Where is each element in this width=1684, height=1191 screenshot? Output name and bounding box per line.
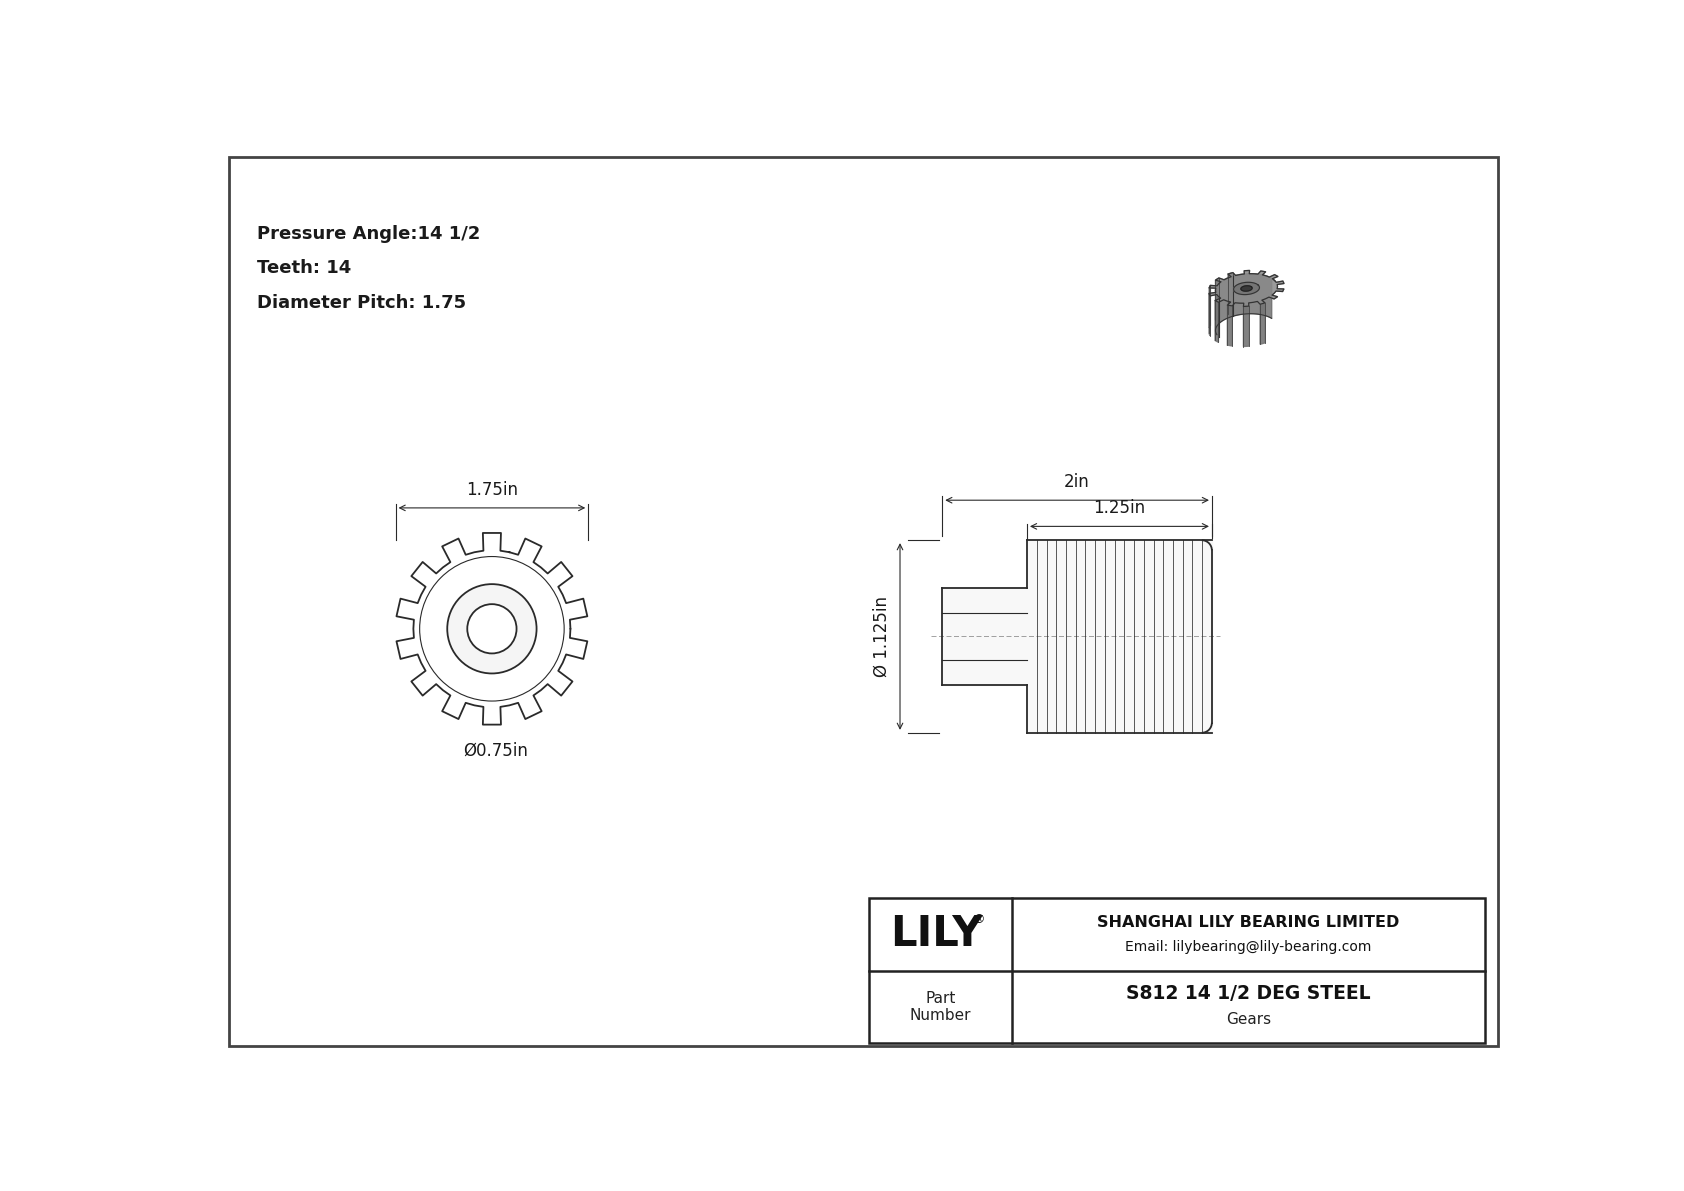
Polygon shape (1216, 300, 1219, 342)
Circle shape (466, 604, 517, 654)
Polygon shape (1216, 274, 1271, 335)
Polygon shape (1260, 303, 1265, 344)
Text: Email: lilybearing@lily-bearing.com: Email: lilybearing@lily-bearing.com (1125, 940, 1372, 954)
Polygon shape (1228, 305, 1233, 345)
Text: Diameter Pitch: 1.75: Diameter Pitch: 1.75 (258, 294, 466, 312)
Text: S812 14 1/2 DEG STEEL: S812 14 1/2 DEG STEEL (1127, 984, 1371, 1003)
Polygon shape (1243, 306, 1250, 347)
Text: LILY: LILY (891, 913, 983, 955)
Text: SHANGHAI LILY BEARING LIMITED: SHANGHAI LILY BEARING LIMITED (1098, 915, 1399, 930)
Text: Ø 1.125in: Ø 1.125in (872, 596, 891, 676)
Text: 2in: 2in (1064, 473, 1090, 491)
Text: Pressure Angle:14 1/2: Pressure Angle:14 1/2 (258, 225, 480, 243)
Text: 1.75in: 1.75in (466, 481, 519, 499)
Text: Ø0.75in: Ø0.75in (463, 742, 529, 760)
Polygon shape (943, 588, 1027, 685)
Polygon shape (1228, 273, 1233, 314)
Text: ®: ® (973, 912, 985, 925)
Polygon shape (1209, 270, 1283, 306)
Text: Teeth: 14: Teeth: 14 (258, 260, 352, 278)
Polygon shape (1241, 286, 1253, 291)
Polygon shape (396, 532, 588, 724)
Bar (869, 898, 1485, 1043)
Polygon shape (1027, 541, 1212, 732)
Text: Gears: Gears (1226, 1012, 1271, 1028)
Circle shape (448, 584, 537, 673)
Text: 1.25in: 1.25in (1093, 499, 1145, 517)
Text: Part
Number: Part Number (909, 991, 972, 1023)
Polygon shape (1216, 278, 1219, 320)
Polygon shape (1234, 282, 1260, 294)
